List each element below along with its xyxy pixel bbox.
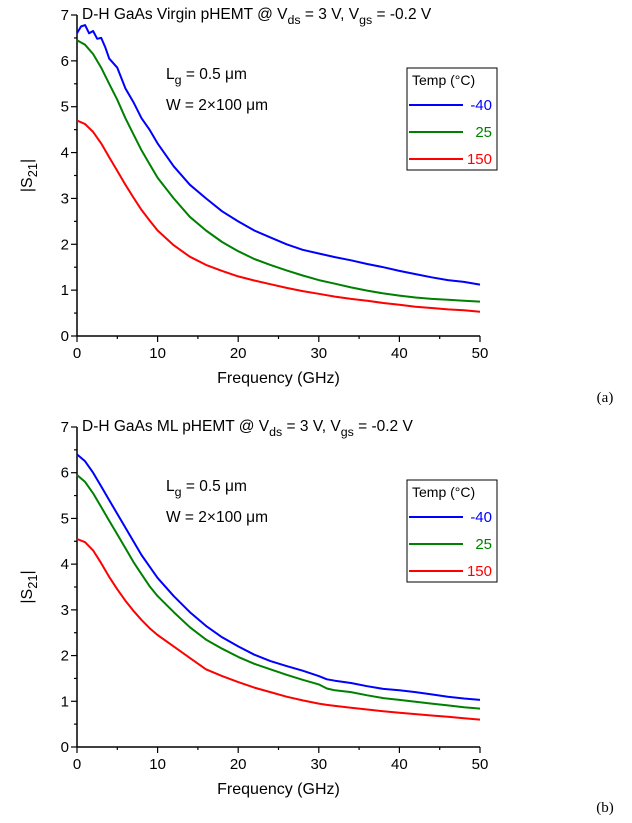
chart-a-y-tick-label: 4 bbox=[61, 145, 69, 162]
chart-a-gate-length-label-part: = 0.5 μm bbox=[182, 66, 247, 83]
chart-a-series-25 bbox=[76, 39, 481, 303]
chart-b-y-tick-label: 4 bbox=[61, 556, 69, 573]
chart-a-title-sub: gs bbox=[359, 13, 372, 27]
chart-b-y-tick-label: 3 bbox=[61, 602, 69, 619]
chart-b-legend-label-150: 150 bbox=[467, 563, 492, 580]
chart-a-y-axis-title: |S21| bbox=[19, 159, 40, 192]
chart-b-gate-length-label: Lg = 0.5 μm bbox=[166, 478, 247, 499]
chart-b-title-part: = 3 V, V bbox=[282, 418, 341, 435]
chart-b-legend-title: Temp (°C) bbox=[412, 484, 475, 500]
chart-a-panel-label: (a) bbox=[597, 390, 614, 406]
chart-b-gate-length-label-part: L bbox=[166, 478, 175, 495]
chart-a-x-tick-label: 50 bbox=[472, 345, 489, 362]
chart-b-gate-length-label-part: = 0.5 μm bbox=[182, 478, 247, 495]
chart-b-y-tick-label: 1 bbox=[61, 693, 69, 710]
chart-b-title-sub: ds bbox=[269, 425, 282, 439]
chart-b-y-axis-title-part: | bbox=[19, 570, 36, 574]
chart-a-y-tick-label: 1 bbox=[61, 282, 69, 299]
chart-a-x-tick-label: 40 bbox=[391, 345, 408, 362]
chart-a-y-tick-label: 3 bbox=[61, 190, 69, 207]
chart-b-legend-label-25: 25 bbox=[475, 536, 492, 553]
chart-a-legend-label-150: 150 bbox=[467, 151, 492, 168]
chart-b-x-tick-label: 10 bbox=[149, 756, 166, 773]
chart-b-y-axis-title-part: |S bbox=[19, 589, 36, 604]
chart-b-x-tick-label: 50 bbox=[472, 756, 489, 773]
chart-a-series--40 bbox=[76, 24, 481, 286]
chart-b-x-tick-label: 20 bbox=[230, 756, 247, 773]
chart-a-title-part: = 3 V, V bbox=[301, 6, 360, 23]
chart-a-series-150 bbox=[76, 119, 481, 313]
chart-b-x-axis-title: Frequency (GHz) bbox=[217, 781, 340, 798]
chart-a-x-axis-title: Frequency (GHz) bbox=[217, 370, 340, 387]
chart-b-title-part: = -0.2 V bbox=[354, 418, 414, 435]
chart-b-legend-label--40: -40 bbox=[470, 509, 492, 526]
chart-a-title: D-H GaAs Virgin pHEMT @ Vds = 3 V, Vgs =… bbox=[82, 6, 432, 27]
chart-a-y-tick-label: 0 bbox=[61, 328, 69, 345]
chart-a-x-tick-label: 0 bbox=[73, 345, 81, 362]
chart-a-gate-length-label-part: L bbox=[166, 66, 175, 83]
chart-a-legend-label-25: 25 bbox=[475, 124, 492, 141]
chart-b-series-25 bbox=[76, 474, 481, 710]
chart-a-title-sub: ds bbox=[288, 13, 301, 27]
chart-b-y-tick-label: 7 bbox=[61, 419, 69, 436]
chart-a-gate-length-label: Lg = 0.5 μm bbox=[166, 66, 247, 87]
chart-a-y-axis-title-part: 21 bbox=[25, 163, 40, 177]
chart-b-series--40 bbox=[76, 453, 481, 701]
chart-b-y-tick-label: 5 bbox=[61, 510, 69, 527]
chart-a-title-part: D-H GaAs Virgin pHEMT @ V bbox=[82, 6, 288, 23]
chart-a-legend-title: Temp (°C) bbox=[412, 72, 475, 88]
chart-b-x-tick-label: 30 bbox=[310, 756, 327, 773]
chart-b-title-sub: gs bbox=[341, 425, 354, 439]
chart-a-legend-label--40: -40 bbox=[470, 97, 492, 114]
chart-b-y-tick-label: 6 bbox=[61, 465, 69, 482]
chart-b-title: D-H GaAs ML pHEMT @ Vds = 3 V, Vgs = -0.… bbox=[82, 418, 413, 439]
chart-a-y-tick-label: 6 bbox=[61, 53, 69, 70]
chart-a-x-tick-label: 10 bbox=[149, 345, 166, 362]
chart-a-x-tick-label: 30 bbox=[310, 345, 327, 362]
chart-a-y-tick-label: 5 bbox=[61, 99, 69, 116]
chart-b-series-150 bbox=[76, 538, 481, 721]
chart-b-title-part: D-H GaAs ML pHEMT @ V bbox=[82, 418, 270, 435]
chart-b-gate-length-label-sub: g bbox=[175, 485, 182, 499]
chart-a-y-tick-label: 7 bbox=[61, 7, 69, 24]
chart-a-y-axis-title-part: |S bbox=[19, 177, 36, 192]
chart-b-y-axis-title-part: 21 bbox=[25, 575, 40, 589]
chart-a-y-axis-title-part: | bbox=[19, 159, 36, 163]
chart-b-y-tick-label: 2 bbox=[61, 648, 69, 665]
chart-a-width-label: W = 2×100 μm bbox=[166, 97, 268, 114]
chart-b-y-tick-label: 0 bbox=[61, 739, 69, 756]
chart-b-x-tick-label: 40 bbox=[391, 756, 408, 773]
chart-b-y-axis-title: |S21| bbox=[19, 570, 40, 603]
chart-a-title-part: = -0.2 V bbox=[372, 6, 432, 23]
chart-b-legend bbox=[406, 479, 498, 583]
chart-a-x-tick-label: 20 bbox=[230, 345, 247, 362]
chart-a-legend bbox=[406, 67, 498, 171]
chart-b-width-label: W = 2×100 μm bbox=[166, 509, 268, 526]
chart-a-gate-length-label-sub: g bbox=[175, 73, 182, 87]
chart-b-x-tick-label: 0 bbox=[73, 756, 81, 773]
chart-a-y-tick-label: 2 bbox=[61, 236, 69, 253]
chart-b-panel-label: (b) bbox=[596, 800, 614, 816]
